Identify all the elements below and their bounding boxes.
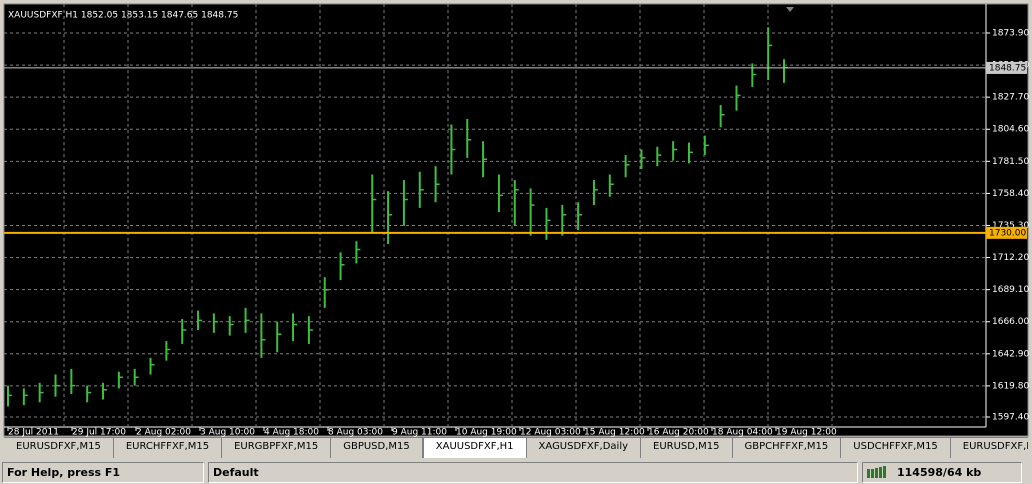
x-tick-label: 29 Jul 17:00: [72, 428, 126, 438]
x-tick-label: 16 Aug 20:00: [648, 428, 709, 438]
x-tick-label: 19 Aug 12:00: [776, 428, 837, 438]
x-tick-label: 18 Aug 04:00: [712, 428, 773, 438]
x-tick-label: 2 Aug 02:00: [136, 428, 191, 438]
chart-tab[interactable]: USDCHFFXF,M15: [841, 438, 951, 458]
tab-bar: EURUSDFXF,M15 EURCHFFXF,M15 EURGBPFXF,M15 G…: [4, 437, 1028, 458]
x-tick-label: 10 Aug 19:00: [456, 428, 517, 438]
chart-tab[interactable]: XAGUSDFXF,Daily: [527, 438, 642, 458]
price-label: 1730.00: [989, 228, 1026, 238]
connection-icon: [867, 466, 886, 478]
traffic: 114598/64 kb: [897, 466, 982, 479]
chart-title: XAUUSDFXF,H1 1852.05 1853.15 1847.65 184…: [8, 11, 238, 21]
y-tick-label: 1804.60: [992, 125, 1029, 135]
chart-tab[interactable]: GBPUSD,M15: [331, 438, 423, 458]
y-tick-label: 1712.20: [992, 253, 1029, 263]
price-label-box: [986, 226, 1027, 239]
chart-tab[interactable]: EURUSDFXF,M15: [4, 438, 114, 458]
x-tick-label: 15 Aug 12:00: [584, 428, 645, 438]
status-bar: For Help, press F1 Default 114598/64 kb: [0, 461, 1032, 484]
chart-tab[interactable]: XAUUSDFXF,H1: [422, 438, 527, 458]
shift-marker: [786, 7, 794, 12]
x-tick-label: 3 Aug 10:00: [200, 428, 255, 438]
x-tick-label: 4 Aug 18:00: [264, 428, 319, 438]
y-tick-label: 1827.70: [992, 93, 1029, 103]
chart-tab[interactable]: EURUSDFXF,M5: [951, 438, 1028, 458]
y-tick-label: 1735.30: [992, 221, 1029, 231]
x-tick-label: 28 Jul 2011: [8, 428, 59, 438]
y-tick-label: 1597.40: [992, 413, 1029, 423]
chart-tab[interactable]: EURCHFFXF,M15: [114, 438, 223, 458]
price-label-box: [986, 61, 1027, 74]
chart-tab[interactable]: EURUSD,M15: [641, 438, 733, 458]
traffic-cell: 114598/64 kb: [862, 462, 1022, 483]
chart-background: [3, 3, 1029, 437]
x-tick-label: 12 Aug 03:00: [520, 428, 581, 438]
chart-tab[interactable]: EURGBPFXF,M15: [222, 438, 332, 458]
x-tick-label: 9 Aug 11:00: [392, 428, 447, 438]
y-tick-label: 1689.10: [992, 285, 1029, 295]
profile: Default: [208, 462, 858, 483]
y-tick-label: 1666.00: [992, 317, 1029, 327]
chart-tab[interactable]: GBPCHFFXF,M15: [733, 438, 842, 458]
chart: XAUUSDFXF,H1 1852.05 1853.15 1847.65 184…: [3, 3, 1029, 438]
y-tick-label: 1642.90: [992, 349, 1029, 359]
y-tick-label: 1758.40: [992, 189, 1029, 199]
y-tick-label: 1781.50: [992, 157, 1029, 167]
y-tick-label: 1873.90: [992, 28, 1029, 38]
y-tick-label: 1619.80: [992, 381, 1029, 391]
help-text: For Help, press F1: [2, 462, 204, 483]
x-tick-label: 8 Aug 03:00: [328, 428, 383, 438]
price-label: 1848.75: [989, 63, 1026, 73]
